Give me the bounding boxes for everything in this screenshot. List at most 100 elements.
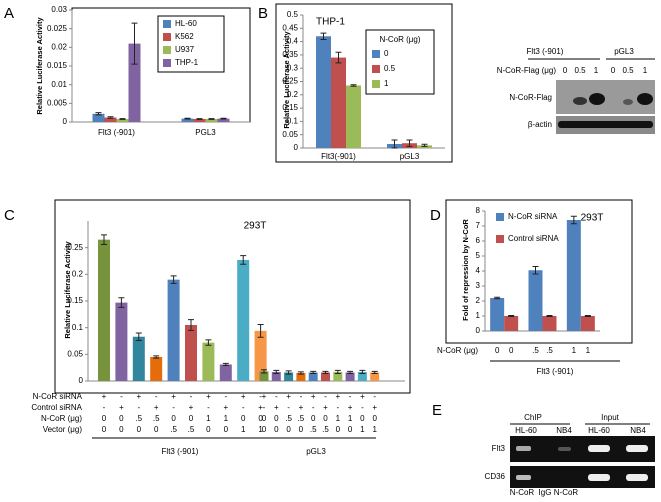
condition-value: 0 [262, 425, 267, 434]
y-tick-label: 7 [476, 221, 481, 230]
bar [193, 119, 206, 122]
y-tick-label: 0.25 [282, 77, 298, 86]
condition-value: - [300, 392, 303, 401]
y-tick-label: 0 [79, 376, 84, 385]
error-bar [508, 315, 515, 317]
condition-value: 0 [171, 414, 176, 423]
error-bar [131, 22, 138, 65]
condition-value: + [119, 403, 124, 412]
blot-band [623, 99, 633, 105]
error-bar [107, 116, 114, 119]
error-bar [391, 139, 398, 149]
legend-swatch [496, 235, 504, 243]
bar [345, 372, 355, 381]
panel-letter: D [430, 207, 441, 224]
error-bar [205, 339, 212, 346]
legend-label: N-CoR siRNA [508, 212, 558, 221]
condition-value: .5 [170, 425, 177, 434]
x-tick-label: Flt3 (-901) [98, 128, 135, 137]
y-tick-label: 6 [476, 236, 481, 245]
y-tick-label: 0.1 [287, 117, 299, 126]
error-bar [240, 255, 247, 265]
bar [528, 270, 543, 331]
condition-value: 0 [154, 425, 159, 434]
condition-value: 0 [262, 414, 267, 423]
error-bar [421, 143, 428, 147]
error-bar [135, 332, 142, 341]
condition-value: + [136, 392, 141, 401]
condition-value: + [189, 403, 194, 412]
gel-cell: NB4 [630, 426, 646, 435]
condition-value: 0 [274, 414, 279, 423]
condition-value: 0 [224, 425, 229, 434]
chart-title: THP-1 [316, 17, 345, 28]
y-tick-label: 0.025 [47, 24, 68, 33]
y-tick-label: 8 [476, 206, 481, 215]
gel-lane: N-CoR [554, 488, 579, 497]
panel-letter: C [4, 207, 15, 224]
group-label: Flt3 (-901) [162, 447, 199, 456]
condition-value: + [299, 403, 304, 412]
bar [271, 371, 281, 381]
panel-letter: B [258, 5, 268, 22]
condition-value: + [171, 392, 176, 401]
y-tick-label: 0.02 [51, 42, 67, 51]
condition-value: - [349, 392, 352, 401]
condition-value: - [242, 403, 245, 412]
bar [308, 372, 318, 381]
blot-dose: 0.5 [574, 66, 586, 75]
y-tick-label: 0.05 [67, 349, 83, 358]
gel-cell: NB4 [556, 426, 572, 435]
condition-value: 0 [509, 346, 514, 355]
error-bar [297, 371, 304, 375]
error-bar [170, 275, 177, 284]
error-bar [188, 319, 194, 331]
condition-value: 0 [336, 425, 341, 434]
condition-value: - [259, 392, 262, 401]
condition-value: - [137, 403, 140, 412]
condition-label: N-CoR siRNA [33, 392, 83, 401]
y-tick-label: 0.03 [51, 5, 67, 14]
error-bar [584, 315, 591, 317]
blot-dose: 1 [643, 66, 648, 75]
bar [284, 372, 294, 381]
error-bar [285, 370, 292, 375]
bar [254, 330, 267, 381]
condition-value: - [155, 392, 158, 401]
y-tick-label: 1 [476, 311, 481, 320]
blot-row-label: N-CoR-Flag [509, 93, 552, 102]
blot-dose: 0.5 [622, 66, 634, 75]
gel-row-label: CD36 [485, 472, 506, 481]
condition-value: 1 [224, 414, 229, 423]
condition-value: 0 [495, 346, 500, 355]
gel-cell: HL-60 [588, 426, 610, 435]
condition-value: 1 [348, 414, 353, 423]
condition-value: 0 [102, 414, 107, 423]
bar [357, 371, 367, 381]
bar [333, 371, 343, 381]
error-bar [184, 117, 191, 120]
condition-value: - [312, 403, 315, 412]
condition-value: 0 [102, 425, 107, 434]
plot-frame [54, 199, 411, 394]
chart-title: 293T [581, 213, 604, 224]
error-bar [220, 117, 227, 120]
bar [202, 342, 215, 381]
gel-group: Input [601, 413, 620, 422]
gel-strip [510, 466, 655, 488]
condition-value: - [207, 403, 210, 412]
legend-label: THP-1 [175, 58, 199, 67]
y-axis-label: Relative Luciferase Activity [35, 17, 44, 115]
y-tick-label: 0.35 [282, 50, 298, 59]
bar [116, 119, 129, 122]
panel-letter: E [432, 402, 442, 419]
condition-value: - [103, 403, 106, 412]
y-tick-label: 0.5 [287, 10, 299, 19]
y-axis-label: Fold of repression by N-CoR [461, 219, 470, 321]
y-tick-label: 0.05 [282, 130, 298, 139]
plot-frame [275, 3, 453, 163]
error-bar [196, 118, 203, 120]
y-tick-label: 2 [476, 296, 481, 305]
condition-value: 1 [360, 425, 365, 434]
